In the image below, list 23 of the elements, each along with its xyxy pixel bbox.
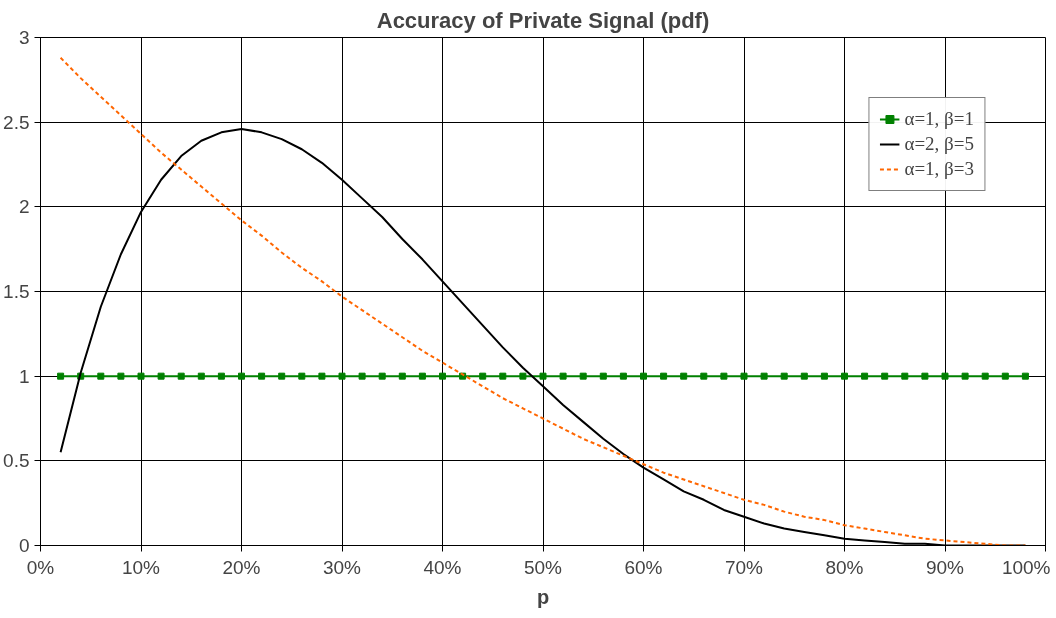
x-tick-label: 10%	[121, 556, 161, 578]
y-tick-label: 2.5	[3, 111, 30, 133]
chart-title: Accuracy of Private Signal (pdf)	[376, 7, 710, 33]
x-tick-label: 70%	[724, 556, 764, 578]
x-tick-label: 40%	[423, 556, 462, 578]
x-tick-label: 50%	[523, 556, 563, 578]
y-tick-label: 0.5	[3, 450, 30, 472]
x-tick-label: 80%	[825, 556, 864, 578]
y-tick-label: 1	[18, 365, 30, 387]
y-tick-label: 0	[18, 535, 30, 556]
x-tick-label: 60%	[624, 556, 663, 578]
y-tick-label: 2	[18, 196, 30, 218]
legend-label: α=1, β=1	[904, 108, 974, 130]
x-tick-label: 30%	[322, 556, 362, 578]
x-tick-label: 100%	[1001, 556, 1051, 578]
y-tick-label: 1.5	[3, 281, 30, 302]
x-tick-label: 90%	[925, 556, 965, 578]
legend-label: α=2, β=5	[904, 133, 974, 155]
x-tick-label: 0%	[26, 556, 55, 578]
x-axis-title: p	[536, 585, 550, 608]
legend-label: α=1, β=3	[904, 158, 974, 180]
y-tick-label: 3	[18, 27, 30, 48]
x-tick-label: 20%	[222, 556, 261, 578]
